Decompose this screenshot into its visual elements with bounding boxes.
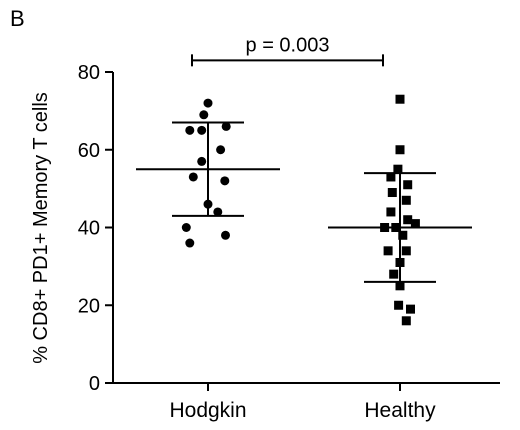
data-point — [398, 230, 408, 240]
y-axis: 0 20 40 60 80 — [78, 62, 114, 395]
data-point — [197, 125, 207, 135]
data-point — [387, 188, 397, 198]
data-point — [401, 195, 411, 205]
data-point — [221, 230, 230, 240]
group-hodgkin — [136, 98, 280, 248]
x-tick-label: Hodgkin — [169, 399, 246, 422]
y-tick-label: 60 — [78, 140, 100, 162]
data-point — [203, 98, 213, 108]
data-point — [410, 219, 420, 229]
y-axis-label: % CD8+ PD1+ Memory T cells — [30, 92, 52, 364]
data-point — [383, 246, 393, 256]
data-point — [185, 238, 195, 248]
data-point — [216, 145, 226, 155]
significance-bracket: p = 0.003 — [191, 34, 384, 67]
y-tick-label: 0 — [89, 373, 100, 395]
data-point — [221, 121, 231, 131]
y-tick-label: 20 — [78, 295, 100, 317]
data-point — [395, 94, 405, 104]
data-point — [386, 172, 396, 182]
data-point — [197, 156, 207, 166]
data-point — [394, 300, 404, 310]
p-value-label: p = 0.003 — [246, 34, 330, 56]
data-point — [395, 281, 405, 291]
panel-label: B — [10, 6, 25, 31]
group-healthy — [328, 94, 472, 326]
y-tick-label: 80 — [78, 62, 100, 84]
data-point — [403, 180, 413, 190]
x-axis: Hodgkin Healthy — [113, 382, 500, 422]
data-point — [188, 172, 198, 182]
y-tick-label: 40 — [78, 218, 100, 240]
data-point — [395, 145, 405, 155]
data-point — [403, 215, 413, 225]
data-point — [389, 269, 399, 279]
data-point — [406, 304, 415, 314]
data-point — [386, 207, 396, 217]
data-point — [181, 223, 191, 232]
data-point — [401, 246, 411, 256]
plot-area — [136, 94, 472, 326]
data-point — [199, 110, 209, 120]
data-point — [213, 207, 223, 217]
data-point — [401, 316, 411, 326]
data-point — [185, 125, 195, 135]
data-point — [220, 176, 230, 186]
x-tick-label: Healthy — [364, 399, 436, 422]
data-point — [393, 164, 403, 174]
